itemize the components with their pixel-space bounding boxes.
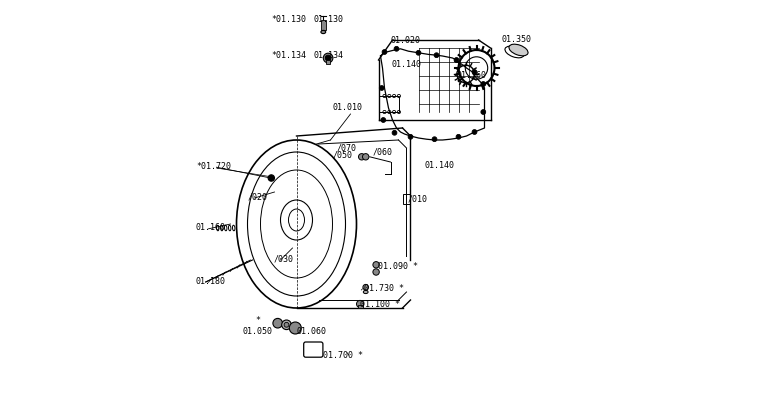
Bar	[403, 194, 410, 204]
Circle shape	[382, 50, 387, 54]
Circle shape	[481, 82, 486, 86]
Circle shape	[381, 118, 386, 122]
Text: *01.720: *01.720	[197, 162, 232, 171]
Circle shape	[363, 154, 369, 160]
Circle shape	[323, 53, 333, 63]
Text: /050: /050	[332, 151, 353, 160]
Ellipse shape	[363, 290, 368, 294]
Text: *
01.050: * 01.050	[243, 316, 273, 336]
Text: *01.130: *01.130	[272, 16, 307, 24]
Text: /020: /020	[248, 193, 267, 202]
Bar	[358, 305, 363, 308]
Text: 01.350: 01.350	[502, 36, 531, 44]
Text: 01.060: 01.060	[297, 327, 326, 336]
Text: 01.100 *: 01.100 *	[360, 300, 400, 309]
Circle shape	[456, 134, 461, 139]
Circle shape	[284, 322, 289, 327]
Text: 01.360: 01.360	[456, 71, 487, 80]
Circle shape	[363, 284, 369, 290]
Circle shape	[373, 262, 379, 268]
Circle shape	[481, 110, 486, 114]
Bar	[326, 60, 331, 64]
Text: /060: /060	[373, 148, 393, 156]
Text: /070: /070	[337, 144, 357, 152]
Circle shape	[273, 318, 282, 328]
Circle shape	[394, 46, 399, 51]
Text: 01.730 *: 01.730 *	[365, 284, 404, 293]
Circle shape	[359, 154, 365, 160]
Text: 01.140: 01.140	[425, 162, 455, 170]
Text: 01.010: 01.010	[332, 104, 363, 112]
Text: 01.160: 01.160	[195, 223, 226, 232]
Circle shape	[282, 320, 291, 330]
Circle shape	[434, 53, 439, 58]
Text: 01.140: 01.140	[391, 60, 422, 69]
Ellipse shape	[321, 30, 326, 34]
Ellipse shape	[509, 44, 528, 56]
Text: /010: /010	[407, 194, 427, 203]
Circle shape	[268, 175, 275, 181]
Circle shape	[357, 300, 363, 308]
Circle shape	[472, 70, 477, 74]
Text: 01.130: 01.130	[313, 16, 344, 24]
Circle shape	[472, 130, 477, 134]
Text: /030: /030	[274, 255, 294, 264]
Circle shape	[392, 130, 397, 135]
Circle shape	[416, 50, 421, 55]
Circle shape	[408, 134, 413, 139]
Text: *01.134: *01.134	[272, 51, 307, 60]
Circle shape	[454, 58, 459, 62]
Circle shape	[432, 137, 437, 142]
Circle shape	[373, 269, 379, 275]
Text: 01.090 *: 01.090 *	[378, 262, 419, 271]
Bar	[321, 20, 326, 30]
Circle shape	[379, 86, 384, 90]
Circle shape	[326, 55, 331, 61]
FancyBboxPatch shape	[304, 342, 323, 357]
Text: 01.700 *: 01.700 *	[323, 351, 363, 360]
Circle shape	[289, 322, 301, 334]
Text: 01.134: 01.134	[313, 51, 344, 60]
Bar	[378, 96, 398, 112]
Text: 01.180: 01.180	[195, 277, 226, 286]
Text: 01.020: 01.020	[391, 36, 420, 45]
